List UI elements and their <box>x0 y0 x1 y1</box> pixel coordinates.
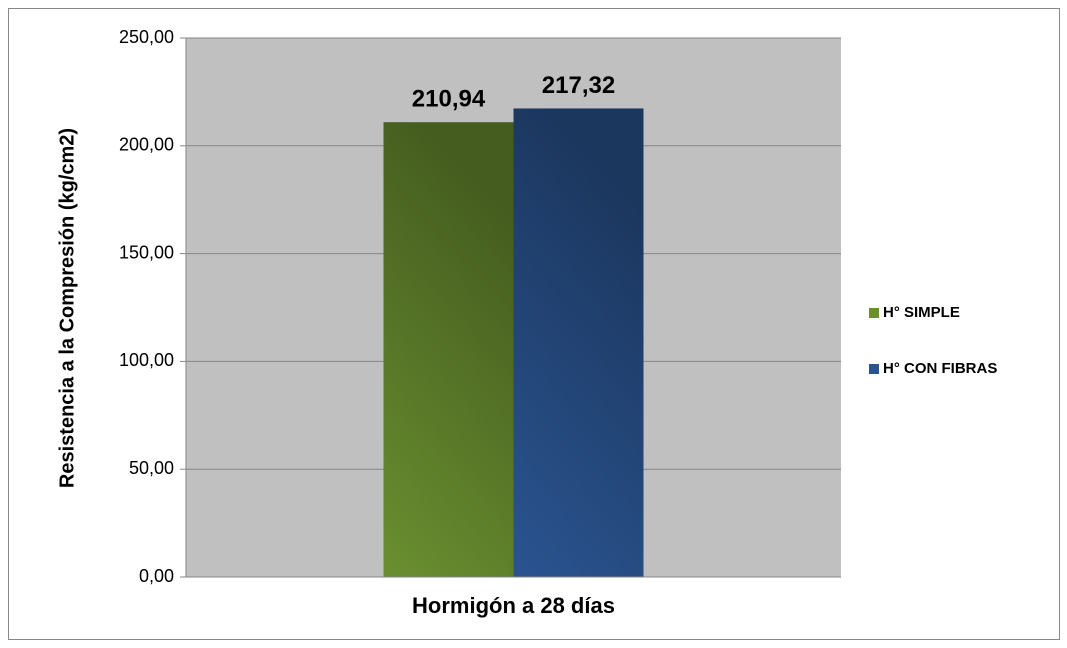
legend-label: H° SIMPLE <box>883 304 960 321</box>
y-axis-title: Resistencia a la Compresión (kg/cm2) <box>56 128 78 488</box>
x-tick-label: Hormigón a 28 días <box>412 593 615 618</box>
y-tick-label: 250,00 <box>119 27 174 47</box>
y-tick-label: 150,00 <box>119 242 174 262</box>
y-tick-label: 50,00 <box>129 458 174 478</box>
data-label: 217,32 <box>542 72 615 99</box>
legend-label: H° CON FIBRAS <box>883 360 997 377</box>
bar-shade <box>513 108 644 578</box>
data-label: 210,94 <box>412 86 486 113</box>
legend-swatch <box>869 308 879 318</box>
bar-shade <box>383 122 514 577</box>
legend-swatch <box>869 364 879 374</box>
y-tick-label: 0,00 <box>139 566 174 586</box>
y-tick-label: 100,00 <box>119 350 174 370</box>
y-tick-label: 200,00 <box>119 135 174 155</box>
